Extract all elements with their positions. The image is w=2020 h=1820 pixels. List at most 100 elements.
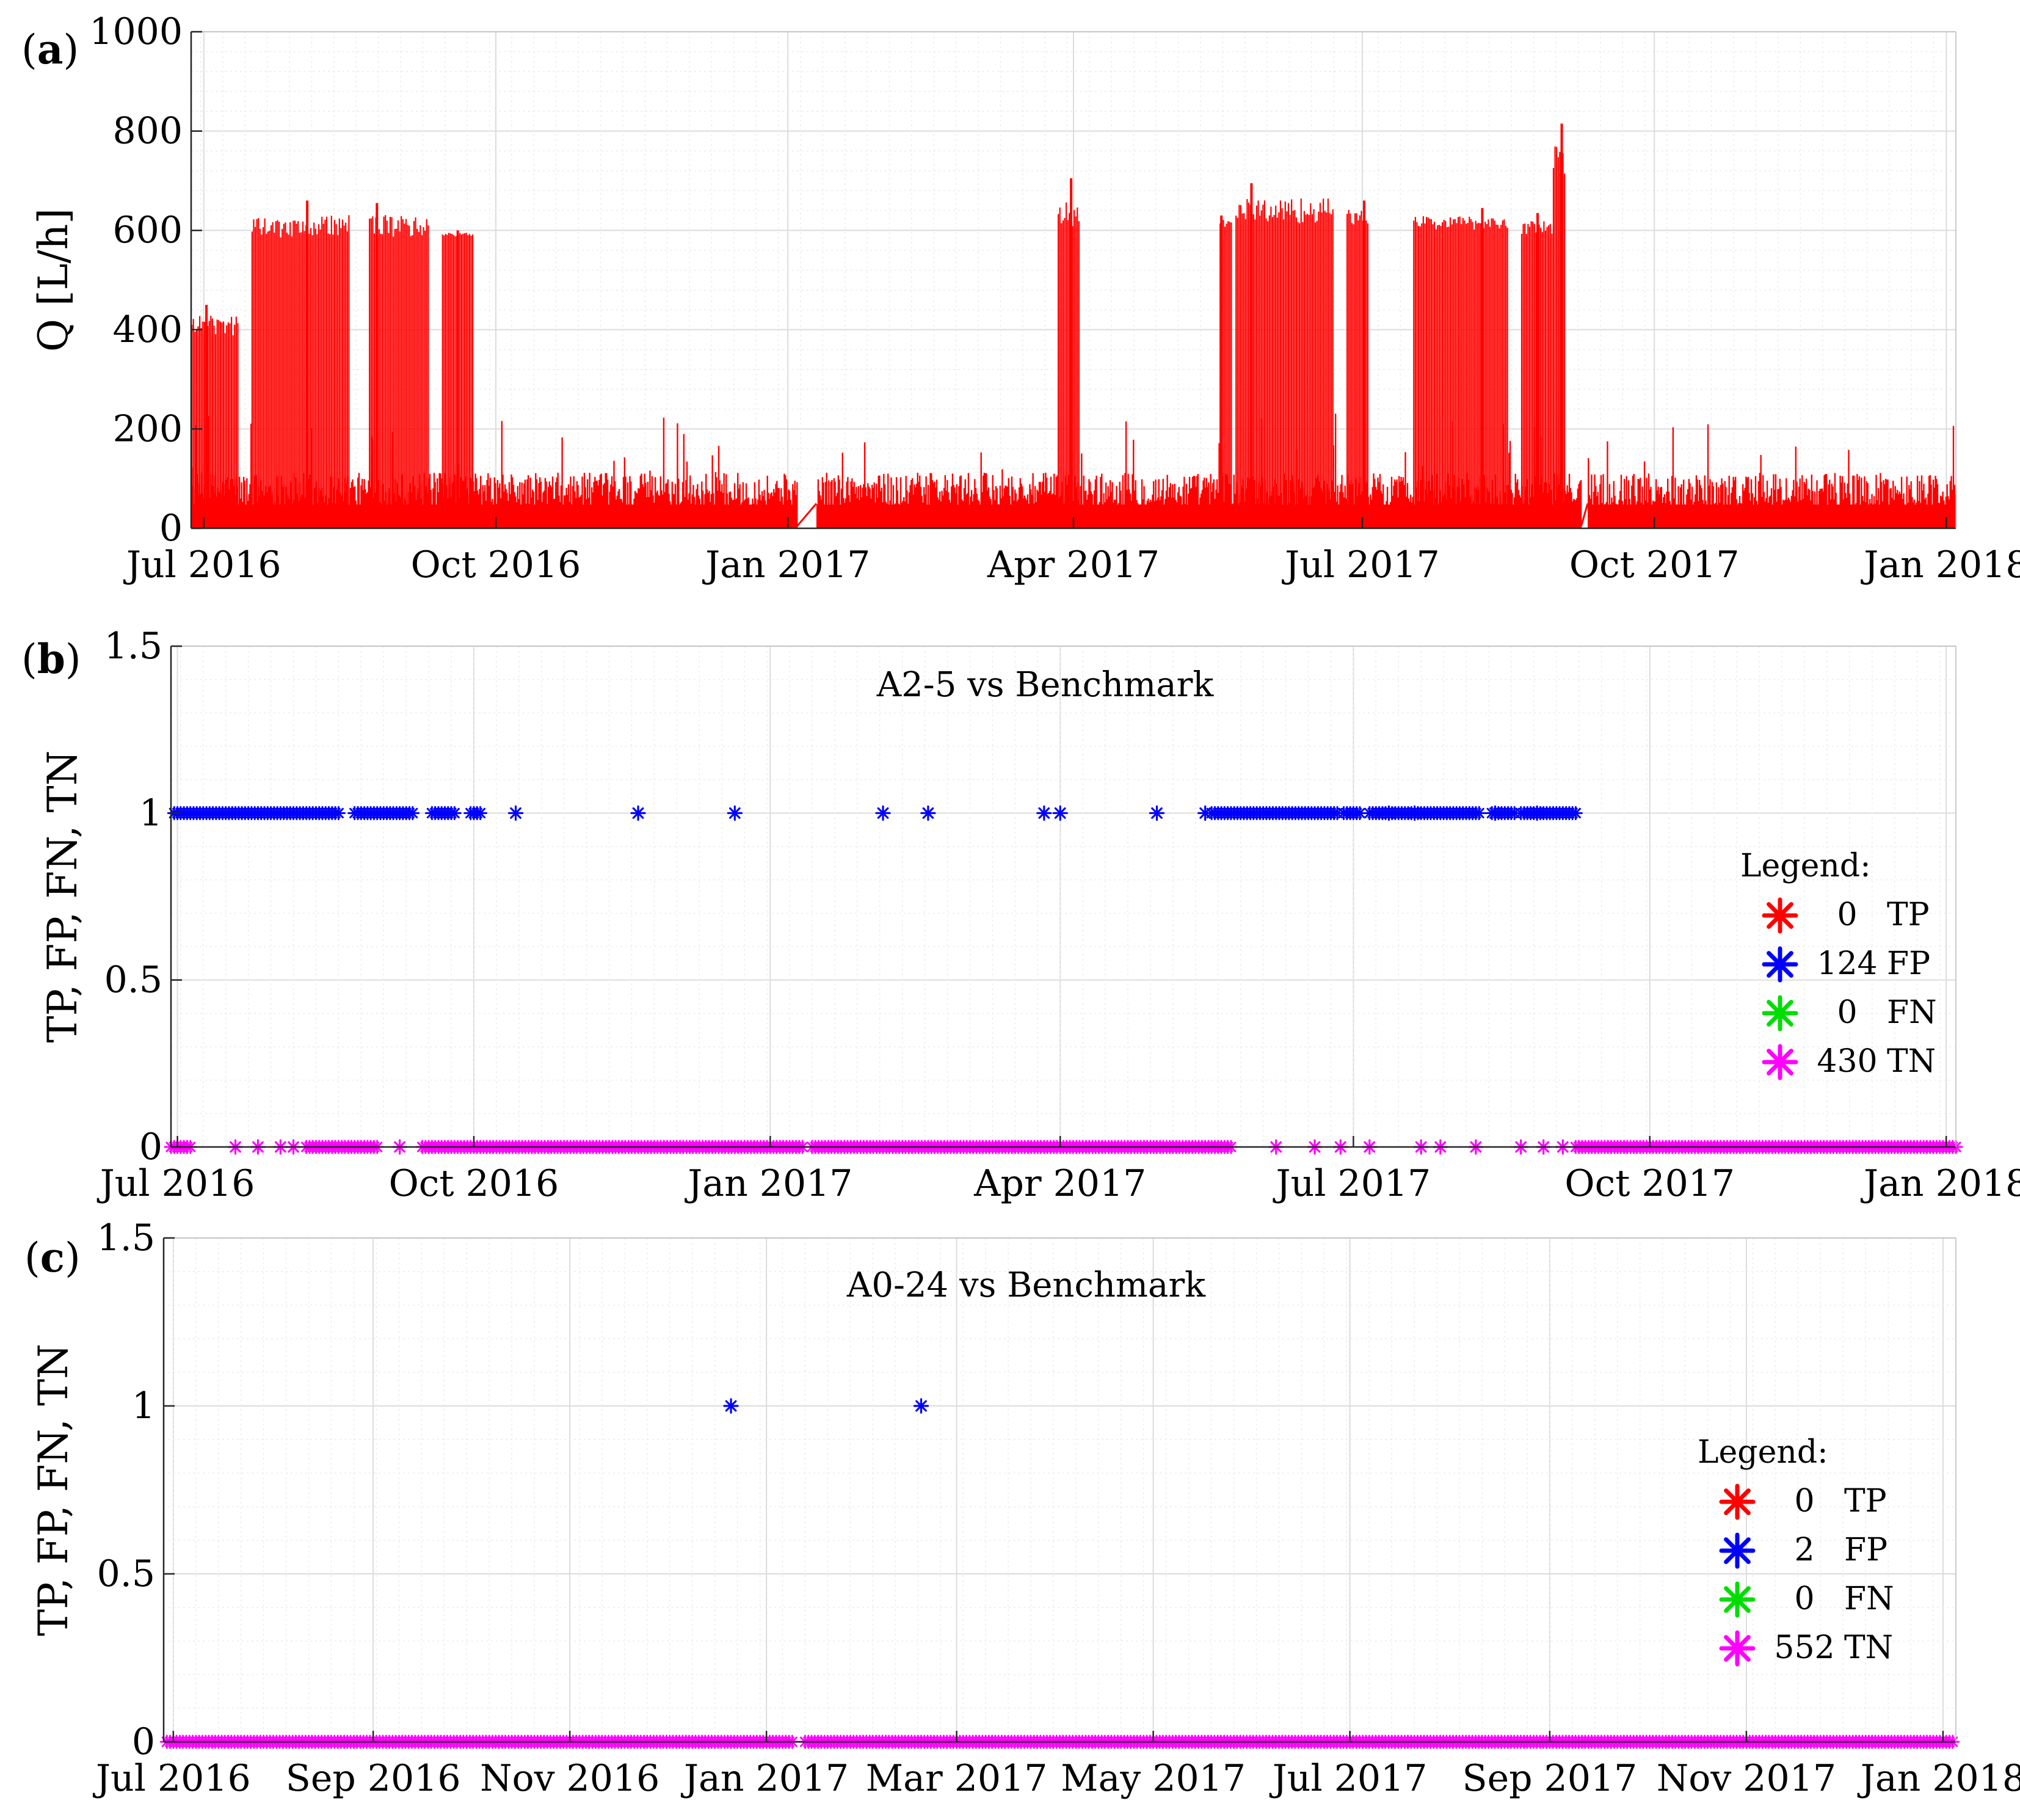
flow-spike — [1936, 479, 1938, 528]
flow-spike — [996, 488, 998, 528]
flow-spike — [1858, 476, 1860, 528]
flow-spike — [517, 486, 519, 528]
flow-bar — [227, 322, 229, 528]
flow-spike — [1208, 504, 1211, 528]
flow-spike — [950, 502, 951, 528]
flow-spike — [1950, 476, 1952, 528]
flow-spike — [921, 495, 923, 528]
flow-bar — [373, 233, 376, 528]
flow-spike — [436, 478, 438, 528]
flow-spike — [1204, 487, 1207, 528]
flow-bar — [226, 325, 228, 528]
flow-spike — [509, 493, 511, 528]
flow-spike — [893, 504, 895, 528]
flow-bar — [1559, 151, 1561, 528]
flow-bar — [192, 319, 194, 528]
legend-count: 552 — [1774, 1629, 1834, 1666]
flow-spike — [1516, 479, 1519, 528]
flow-spike — [1202, 480, 1204, 528]
flow-spike — [1634, 496, 1636, 528]
flow-spike — [1097, 506, 1099, 528]
flow-bar — [1230, 222, 1232, 528]
flow-spike — [1705, 500, 1707, 528]
flow-spike — [821, 477, 824, 528]
flow-bar — [1229, 222, 1230, 528]
flow-spike — [527, 475, 529, 528]
flow-spike — [1580, 480, 1582, 528]
flow-bar — [200, 328, 202, 528]
flow-bar — [283, 224, 285, 528]
flow-spike — [1121, 506, 1123, 528]
flow-spike — [1566, 485, 1568, 528]
legend-item-fn: 0 FN — [1719, 1581, 1894, 1618]
flow-spike — [438, 473, 440, 528]
flow-spike — [1626, 476, 1627, 528]
flow-spike — [645, 482, 647, 528]
flow-bar — [1414, 217, 1416, 528]
flow-spike — [537, 500, 539, 528]
flow-spike — [1050, 476, 1052, 528]
flow-spike — [432, 488, 434, 528]
flow-spike — [790, 500, 792, 528]
flow-spike — [1912, 502, 1914, 528]
flow-spike — [547, 487, 550, 528]
flow-spike — [885, 501, 887, 528]
flow-spike — [845, 498, 847, 528]
flow-spike — [843, 498, 845, 528]
flow-bar — [1265, 218, 1267, 528]
flow-spike — [1591, 475, 1593, 528]
flow-spike — [1627, 480, 1630, 528]
flow-bar — [1361, 211, 1362, 528]
flow-spike — [1597, 492, 1599, 528]
flow-spike — [652, 495, 654, 528]
flow-spike — [614, 481, 616, 528]
flow-spike — [990, 499, 992, 528]
flow-spike — [1784, 500, 1786, 528]
flow-spike — [1013, 500, 1015, 528]
flow-spike — [1833, 499, 1835, 528]
flow-spike — [356, 506, 358, 528]
flow-spike — [1042, 481, 1044, 528]
flow-peak — [1250, 183, 1253, 529]
flow-spike — [639, 475, 642, 528]
flow-spike — [488, 486, 490, 528]
flow-spike — [1180, 497, 1182, 528]
y-tick-label: 600 — [112, 209, 183, 252]
flow-spike — [351, 482, 353, 528]
flow-spike — [1572, 501, 1574, 528]
flow-spike — [1649, 489, 1651, 528]
flow-spike — [250, 423, 252, 528]
flow-bar — [1295, 217, 1298, 528]
marker-fp — [1529, 805, 1545, 821]
flow-spike — [1941, 497, 1943, 528]
flow-spike — [1688, 479, 1690, 528]
flow-spike — [980, 452, 982, 528]
flow-spike — [1338, 505, 1340, 528]
flow-spike — [1662, 503, 1663, 528]
flow-spike — [1055, 476, 1057, 528]
flow-spike — [365, 493, 368, 528]
flow-spike — [1635, 504, 1637, 528]
flow-spike — [638, 488, 639, 528]
flow-spike — [1044, 492, 1045, 528]
flow-spike — [1158, 479, 1160, 528]
flow-spike — [907, 503, 909, 528]
flow-spike — [1953, 484, 1955, 528]
flow-spike — [1742, 484, 1744, 528]
high-flow-period — [1219, 215, 1232, 528]
flow-spike — [482, 485, 484, 528]
flow-spike — [1734, 476, 1737, 528]
flow-spike — [1711, 482, 1713, 528]
flow-bar — [1255, 205, 1258, 528]
flow-spike — [995, 486, 997, 528]
y-tick-label: 1 — [132, 1385, 155, 1427]
flow-spike — [1639, 478, 1641, 528]
flow-bar — [329, 234, 331, 528]
flow-spike — [1779, 478, 1781, 528]
flow-spike — [711, 455, 713, 528]
flow-spike — [1172, 484, 1174, 528]
flow-spike — [1948, 500, 1950, 528]
flow-bar — [1525, 233, 1527, 528]
flow-spike — [511, 477, 514, 528]
flow-spike — [1387, 504, 1389, 528]
